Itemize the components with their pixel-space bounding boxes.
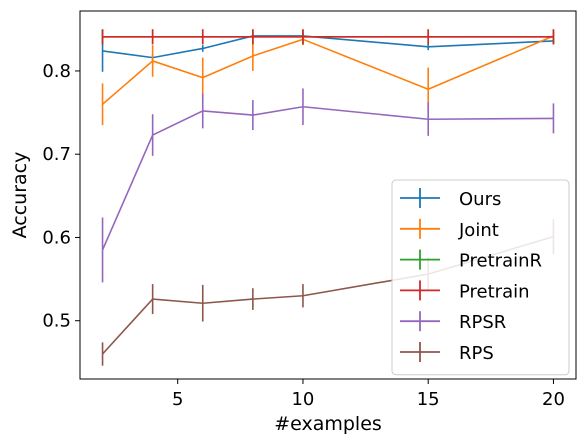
- legend-label: RPSR: [459, 312, 506, 333]
- legend-label: RPS: [459, 343, 494, 364]
- series-rpsr: [101, 88, 555, 283]
- x-axis-ticks: 5 10 15 20: [172, 379, 565, 410]
- y-axis-ticks: 0.5 0.6 0.7 0.8: [42, 61, 80, 332]
- series-joint: [101, 31, 555, 126]
- y-axis-label: Accuracy: [9, 152, 31, 239]
- x-tick-label: 5: [172, 389, 183, 410]
- series-pretrain: [101, 29, 555, 45]
- legend-label: PretrainR: [459, 251, 542, 272]
- legend-item-pretrainr: PretrainR: [400, 249, 542, 272]
- plot-frame: [79, 10, 577, 380]
- x-tick-label: 15: [417, 389, 440, 410]
- legend-item-pretrain: Pretrain: [400, 280, 530, 302]
- legend-label: Ours: [459, 189, 501, 210]
- x-tick-label: 10: [291, 389, 314, 410]
- legend-item-joint: Joint: [400, 218, 499, 241]
- y-tick-label: 0.7: [42, 144, 71, 165]
- y-tick-label: 0.6: [42, 227, 71, 248]
- y-tick-label: 0.8: [42, 61, 71, 82]
- series-layer: [101, 29, 555, 366]
- legend-item-ours: Ours: [400, 188, 501, 210]
- x-tick-label: 20: [542, 389, 565, 410]
- legend-label: Joint: [458, 220, 499, 241]
- x-axis-label: #examples: [274, 413, 382, 435]
- y-tick-label: 0.5: [42, 311, 71, 332]
- legend-label: Pretrain: [459, 281, 530, 302]
- legend-item-rpsr: RPSR: [400, 311, 506, 333]
- legend-item-rps: RPS: [400, 342, 494, 364]
- legend: Ours Joint PretrainR Pretrain RPSR RPS: [391, 179, 570, 376]
